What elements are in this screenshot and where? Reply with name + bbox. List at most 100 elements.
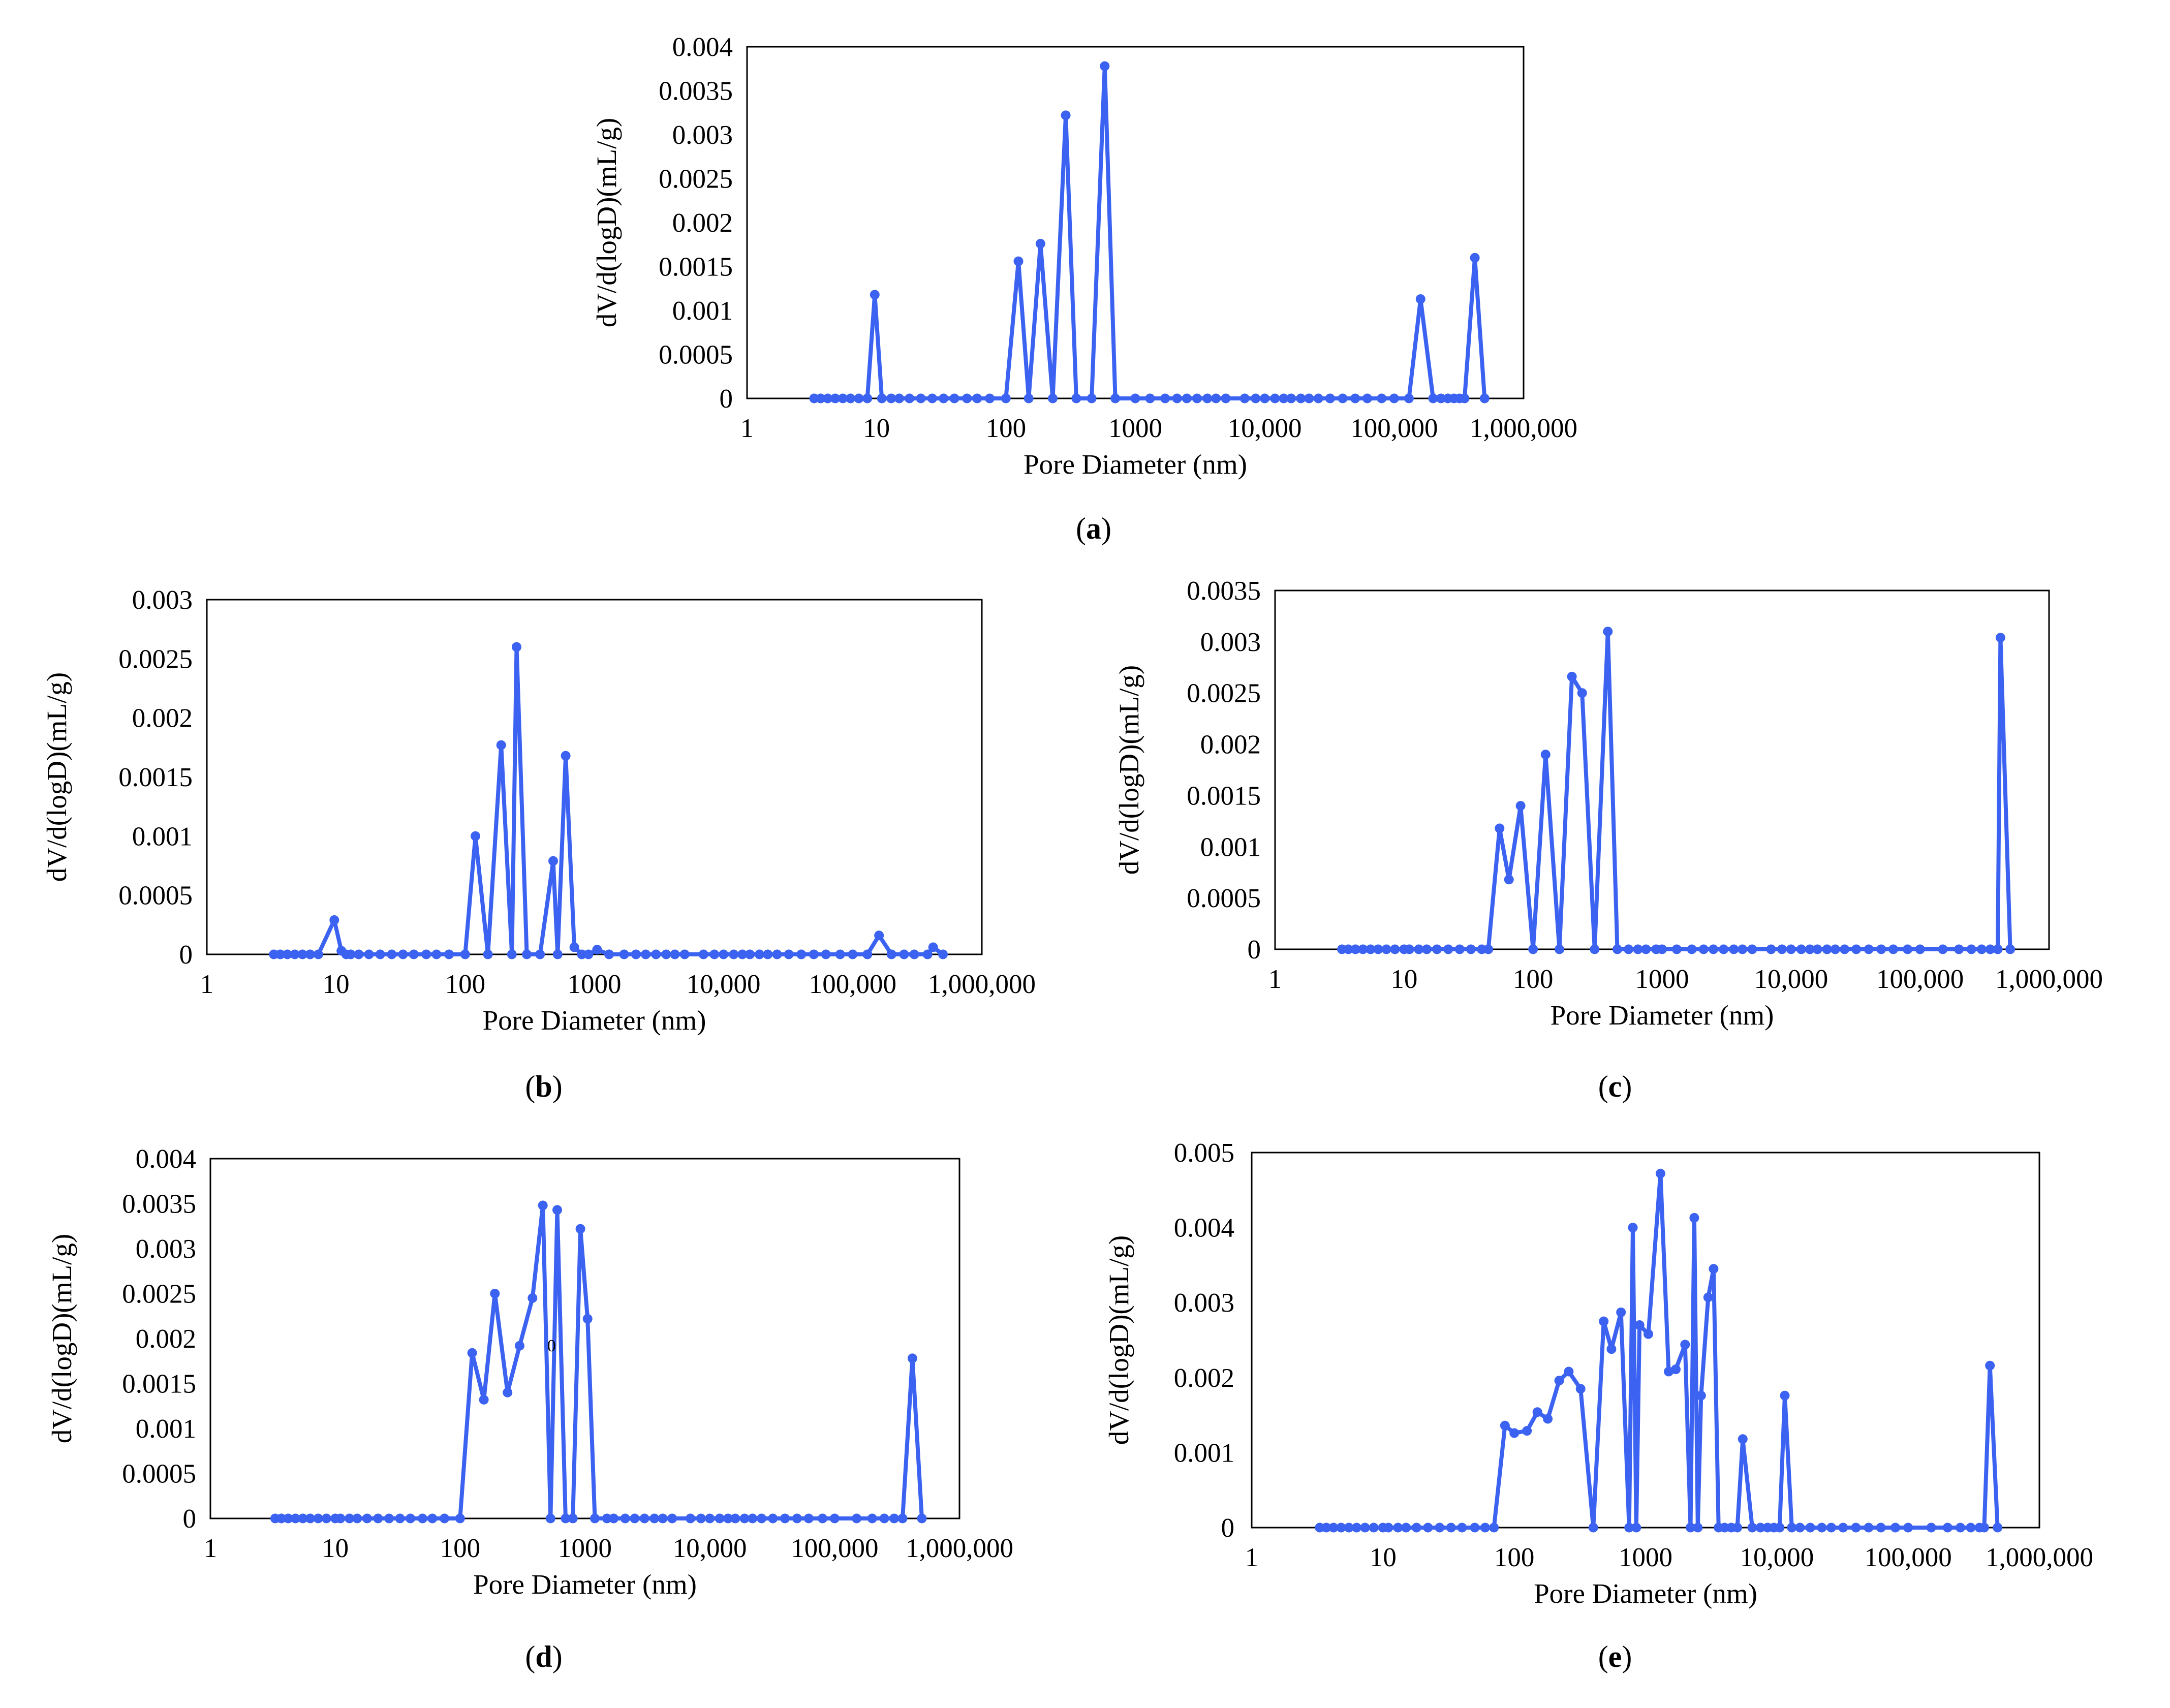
data-point bbox=[862, 393, 873, 403]
data-point bbox=[1422, 944, 1432, 954]
data-point bbox=[1631, 1523, 1641, 1533]
data-point bbox=[1352, 1523, 1361, 1533]
data-point bbox=[2005, 944, 2016, 954]
x-tick-label: 1,000,000 bbox=[906, 1534, 1013, 1563]
x-tick-label: 1000 bbox=[1635, 965, 1689, 994]
y-tick-label: 0.0025 bbox=[659, 165, 733, 194]
data-point bbox=[780, 1513, 790, 1524]
series-line bbox=[275, 1203, 924, 1520]
y-tick-label: 0.001 bbox=[1174, 1438, 1234, 1468]
data-point bbox=[705, 1513, 715, 1524]
data-point bbox=[575, 1224, 585, 1234]
data-point bbox=[276, 1513, 287, 1524]
data-point bbox=[917, 1513, 927, 1524]
data-point bbox=[1515, 801, 1526, 811]
data-point bbox=[1338, 393, 1348, 403]
data-point bbox=[373, 1513, 383, 1524]
data-point bbox=[1321, 1523, 1331, 1533]
data-point bbox=[1812, 944, 1822, 954]
chart-a: 0 0.0005 0.001 0.0015 0.002 0.0025 0.003 0.0035… bbox=[591, 33, 1577, 545]
x-tick-label: 1 bbox=[204, 1534, 218, 1563]
data-point bbox=[609, 1513, 619, 1524]
data-point bbox=[877, 393, 887, 403]
panel-label: (d) bbox=[525, 1640, 562, 1673]
data-point bbox=[1160, 393, 1170, 403]
data-point bbox=[305, 1513, 315, 1524]
data-point bbox=[1495, 823, 1505, 833]
data-point bbox=[899, 949, 909, 959]
data-point bbox=[757, 1513, 767, 1524]
data-point bbox=[1703, 1292, 1713, 1302]
data-point bbox=[313, 1513, 323, 1524]
y-tick-label: 0.0025 bbox=[122, 1280, 196, 1309]
data-point bbox=[1414, 944, 1424, 954]
y-tick-label: 0.0005 bbox=[122, 1459, 196, 1489]
data-point bbox=[283, 1513, 293, 1524]
data-point bbox=[1747, 1523, 1757, 1533]
data-point bbox=[507, 949, 517, 959]
data-point bbox=[818, 1513, 827, 1524]
data-point bbox=[745, 949, 755, 959]
data-point bbox=[928, 942, 938, 952]
data-point bbox=[512, 642, 521, 652]
data-point bbox=[1777, 944, 1787, 954]
data-point bbox=[1279, 393, 1289, 403]
y-tick-label: 0.003 bbox=[132, 585, 193, 615]
data-point bbox=[879, 1513, 889, 1524]
x-tick-label: 1,000,000 bbox=[1470, 414, 1577, 443]
data-point bbox=[1634, 1320, 1645, 1330]
data-point bbox=[679, 949, 690, 959]
data-point bbox=[1830, 944, 1840, 954]
data-point bbox=[1671, 944, 1682, 954]
data-point bbox=[602, 1513, 612, 1524]
y-tick-label: 0.0015 bbox=[1187, 781, 1261, 811]
data-point bbox=[1851, 944, 1862, 954]
data-point bbox=[1423, 1523, 1433, 1533]
data-point bbox=[522, 949, 532, 959]
data-point bbox=[922, 949, 933, 959]
data-point bbox=[1001, 393, 1011, 403]
x-tick-label: 100 bbox=[445, 970, 486, 999]
y-tick-label: 0.003 bbox=[1174, 1288, 1234, 1318]
data-point bbox=[867, 1513, 877, 1524]
x-tick-label: 10,000 bbox=[1754, 965, 1828, 994]
data-point bbox=[460, 949, 470, 959]
data-point bbox=[1251, 393, 1261, 403]
data-point bbox=[1432, 944, 1442, 954]
panel-label: (c) bbox=[1598, 1070, 1632, 1103]
data-point bbox=[528, 1293, 538, 1303]
data-point bbox=[384, 1513, 394, 1524]
data-point bbox=[755, 949, 764, 959]
y-axis-title: dV/d(logD)(mL/g) bbox=[46, 1234, 77, 1443]
data-point bbox=[1350, 944, 1360, 954]
x-tick-label: 100 bbox=[1513, 965, 1554, 994]
data-point bbox=[354, 949, 364, 959]
data-point bbox=[1938, 944, 1948, 954]
data-point bbox=[639, 1513, 649, 1524]
y-tick-label: 0.001 bbox=[672, 296, 733, 326]
data-point bbox=[1890, 1523, 1901, 1533]
y-tick-label: 0.0035 bbox=[1187, 576, 1261, 606]
data-point bbox=[503, 1387, 513, 1398]
data-point bbox=[1876, 944, 1886, 954]
data-point bbox=[698, 949, 708, 959]
y-tick-label: 0.002 bbox=[132, 704, 193, 733]
data-point bbox=[1540, 750, 1551, 760]
data-point bbox=[395, 1513, 405, 1524]
data-point bbox=[1732, 1523, 1743, 1533]
series-line bbox=[814, 64, 1487, 400]
y-tick-label: 0.004 bbox=[136, 1144, 196, 1174]
data-point bbox=[1709, 1264, 1719, 1274]
y-tick-label: 0.0035 bbox=[659, 77, 733, 106]
data-point bbox=[1698, 944, 1709, 954]
y-axis-title: dV/d(logD)(mL/g) bbox=[591, 118, 622, 327]
data-point bbox=[1838, 1523, 1848, 1533]
data-point bbox=[1483, 944, 1494, 954]
data-point bbox=[1624, 944, 1634, 954]
data-point bbox=[1926, 1523, 1936, 1533]
data-point bbox=[739, 1513, 750, 1524]
data-point bbox=[577, 949, 587, 959]
data-point bbox=[496, 740, 506, 750]
data-point bbox=[352, 1513, 362, 1524]
y-tick-label: 0 bbox=[183, 1504, 197, 1534]
